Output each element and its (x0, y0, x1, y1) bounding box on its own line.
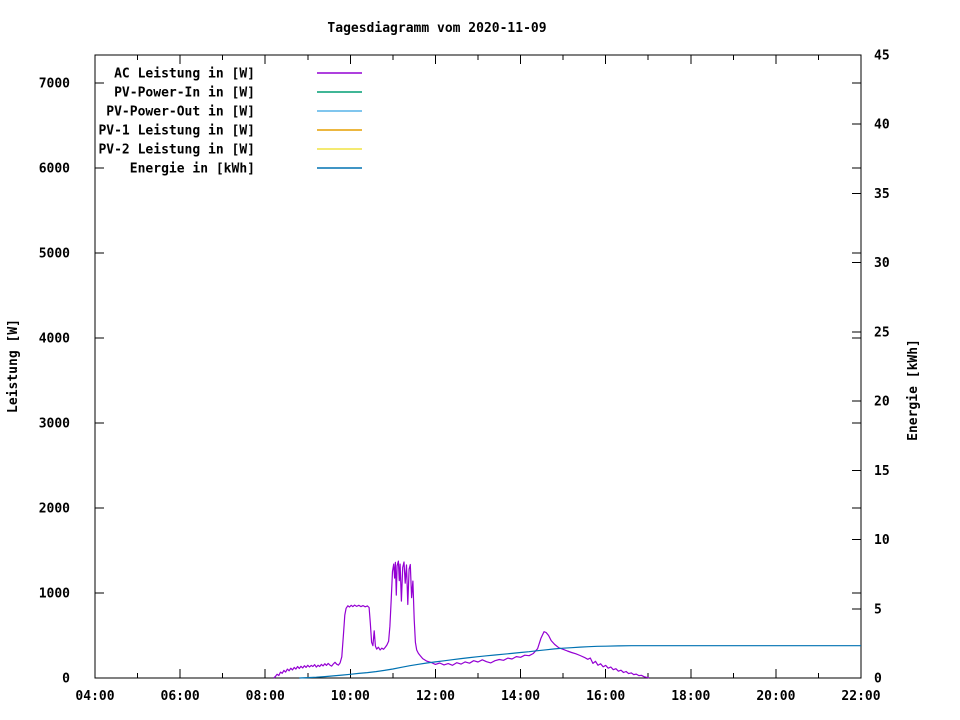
y-right-tick-label: 35 (874, 187, 890, 202)
x-tick-label: 22:00 (841, 689, 880, 704)
legend-label: AC Leistung in [W] (114, 67, 255, 82)
x-tick-label: 20:00 (756, 689, 795, 704)
legend: AC Leistung in [W] PV-Power-In in [W] PV-P… (98, 67, 362, 177)
legend-label: PV-Power-Out in [W] (106, 105, 255, 120)
x-tick-label: 08:00 (246, 689, 285, 704)
x-tick-label: 06:00 (161, 689, 200, 704)
legend-item: Energie in [kWh] (130, 162, 362, 177)
y-right-tick-label: 40 (874, 118, 890, 133)
series-line-ac-leistung-in-w (273, 560, 650, 679)
y-right-tick-label: 30 (874, 256, 890, 271)
legend-item: AC Leistung in [W] (114, 67, 362, 82)
x-tick-label: 16:00 (586, 689, 625, 704)
x-tick-label: 14:00 (501, 689, 540, 704)
y-left-tick-label: 3000 (39, 417, 70, 432)
y-left-tick-label: 4000 (39, 332, 70, 347)
legend-item: PV-Power-Out in [W] (106, 105, 362, 120)
legend-label: PV-2 Leistung in [W] (98, 143, 255, 158)
series-line-energie-in-kwh (299, 645, 861, 679)
y-left-tick-label: 0 (62, 672, 70, 687)
y-right-tick-label: 15 (874, 464, 890, 479)
axis-ticks (94, 54, 862, 679)
y-right-tick-label: 5 (874, 602, 882, 617)
y-right-tick-label: 20 (874, 395, 890, 410)
legend-item: PV-2 Leistung in [W] (98, 143, 362, 158)
y-left-tick-label: 7000 (39, 77, 70, 92)
legend-item: PV-Power-In in [W] (114, 86, 362, 101)
axis-tick-labels: 04:00 06:00 08:00 10:00 12:00 14:00 16:00 18:00… (39, 49, 890, 705)
y-right-axis-label: Energie [kWh] (906, 339, 921, 441)
legend-label: PV-1 Leistung in [W] (98, 124, 255, 139)
y-left-axis-label: Leistung [W] (6, 319, 21, 413)
chart-title: Tagesdiagramm vom 2020-11-09 (327, 21, 546, 36)
x-tick-label: 04:00 (75, 689, 114, 704)
x-tick-label: 12:00 (416, 689, 455, 704)
legend-label: Energie in [kWh] (130, 162, 255, 177)
y-right-tick-label: 10 (874, 533, 890, 548)
y-left-tick-label: 5000 (39, 247, 70, 262)
data-series (273, 560, 861, 679)
legend-label: PV-Power-In in [W] (114, 86, 255, 101)
y-left-tick-label: 6000 (39, 162, 70, 177)
legend-item: PV-1 Leistung in [W] (98, 124, 362, 139)
y-right-tick-label: 25 (874, 325, 890, 340)
y-right-tick-label: 45 (874, 49, 890, 64)
y-left-tick-label: 2000 (39, 502, 70, 517)
x-tick-label: 18:00 (671, 689, 710, 704)
y-left-tick-label: 1000 (39, 587, 70, 602)
y-right-tick-label: 0 (874, 672, 882, 687)
x-tick-label: 10:00 (331, 689, 370, 704)
